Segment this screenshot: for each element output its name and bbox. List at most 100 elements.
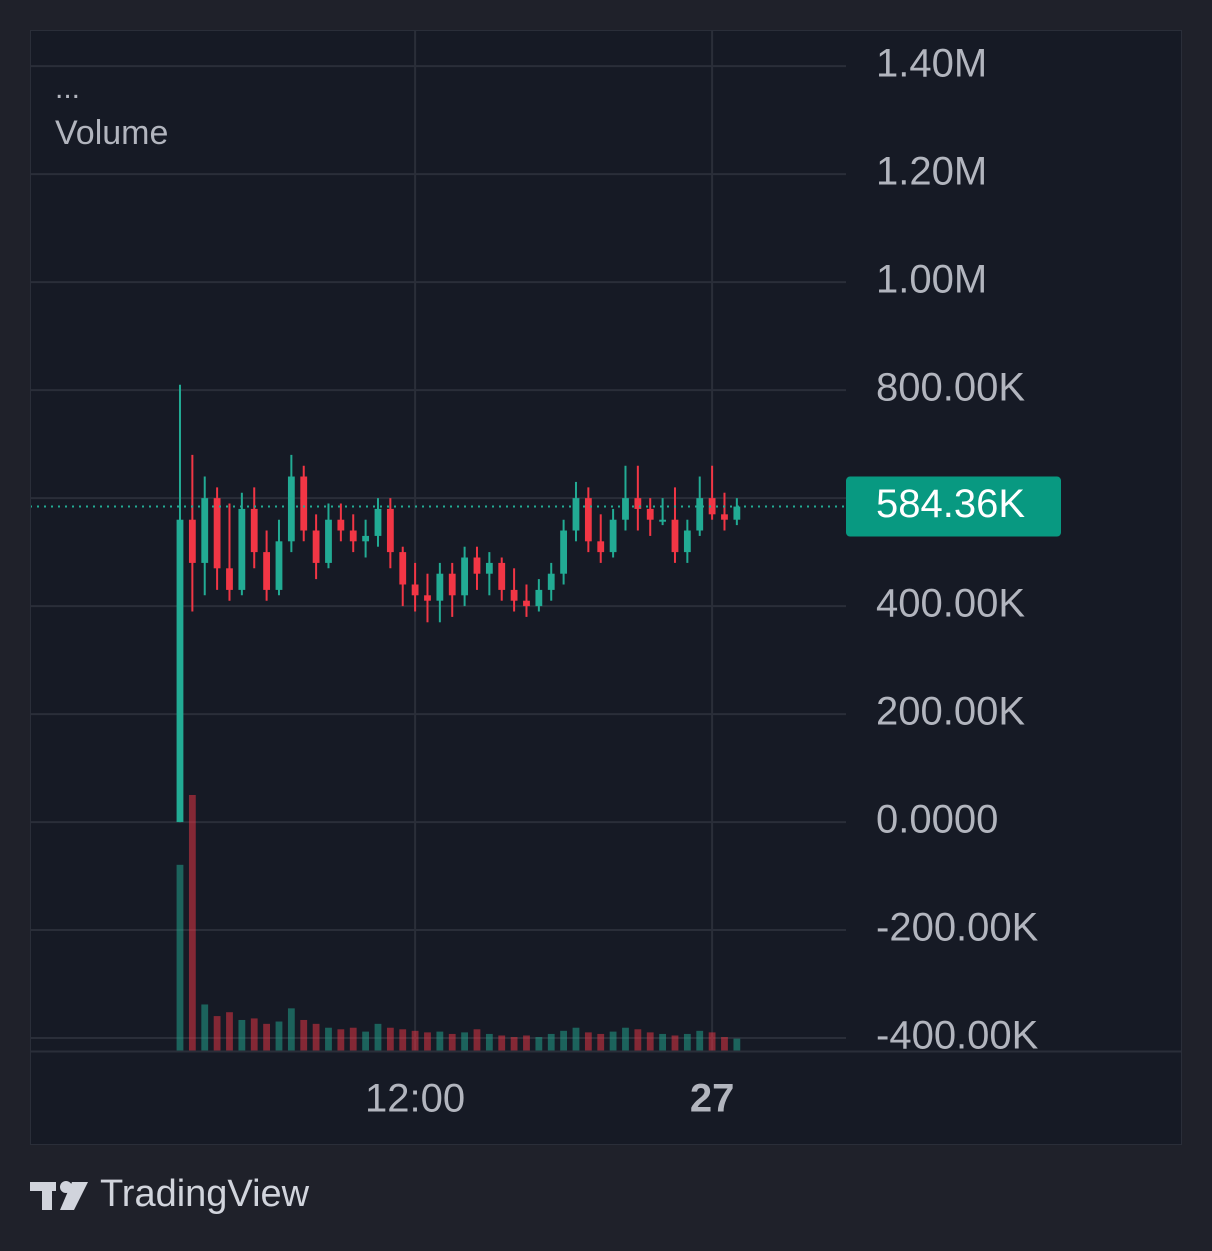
volume-bar [671,1035,679,1051]
candle-body [535,589,543,607]
candle-body [263,552,271,590]
candle-body [238,508,246,590]
volume-bar [325,1027,332,1051]
time-axis: 12:00 27 [365,1077,734,1121]
volume-bar [386,1027,394,1051]
y-tick-label: 1.20M [876,150,987,194]
candle-body [213,498,221,569]
volume-bar [374,1023,382,1051]
candle-body [201,498,209,563]
volume-bar [213,1016,221,1051]
volume-bar [609,1031,617,1051]
candle-body [275,541,283,590]
brand-logo [30,1181,88,1210]
volume-bar [300,1019,308,1051]
candle-body [424,595,431,601]
volume-bar [659,1033,667,1051]
chart-panel [30,30,1182,1145]
y-tick-label: 200.00K [876,690,1025,734]
volume-bar [696,1030,704,1051]
candle-body [325,519,332,563]
volume-bar [733,1038,741,1051]
volume-bar [683,1033,691,1051]
plot-area [31,384,846,1051]
volume-bar [424,1032,431,1051]
volume-bar [362,1031,370,1051]
volume-bar [597,1033,605,1051]
candle-body [436,573,444,601]
candle-body [337,519,345,531]
candle-body [188,519,196,563]
volume-bar [238,1019,246,1051]
y-tick-label: 1.40M [876,42,987,86]
volume-bar [188,795,196,1051]
candle-body [733,506,741,520]
x-tick-label: 27 [690,1077,735,1121]
volume-bar [473,1029,481,1051]
y-tick-label: 800.00K [876,366,1025,410]
candle-body [547,573,555,590]
volume-bar [572,1027,580,1051]
candle-body [708,498,716,515]
brand-name[interactable]: TradingView [100,1173,310,1215]
volume-bar [584,1032,592,1051]
volume-bar [498,1035,506,1051]
volume-bar [436,1031,444,1051]
candle-body [572,498,580,531]
candle-body [485,562,493,574]
volume-bar [634,1029,642,1051]
volume-bar [287,1008,295,1051]
candle-body [696,498,704,531]
volume-bar [226,1012,233,1051]
candle-body [362,535,370,542]
volume-bar [708,1032,716,1051]
candle-body [287,476,295,542]
volume-bar [399,1029,407,1051]
candle-body [312,530,320,563]
volume-bar [547,1033,555,1051]
y-tick-label: 1.00M [876,258,987,302]
candle-body [659,519,667,522]
candle-body [721,514,728,520]
candle-body [683,530,691,553]
candle-body [226,568,233,590]
legend-label: Volume [55,114,168,152]
candle-body [250,508,258,553]
candle-body [523,600,530,607]
price-axis: 1.40M1.20M1.00M800.00K600.00K400.00K200.… [876,42,1039,1058]
volume-bar [312,1023,320,1051]
candle-body [411,584,419,596]
volume-bar [646,1032,654,1051]
volume-bar [263,1023,271,1051]
candle-body [622,498,629,520]
legend-menu[interactable]: ... [55,72,80,105]
candle-body [671,519,679,553]
candle-body [584,498,592,542]
volume-bar [485,1033,493,1051]
candle-body [473,557,481,574]
volume-bar [411,1030,419,1051]
candle-body [609,519,617,553]
y-tick-label: -400.00K [876,1014,1039,1058]
volume-bar [721,1037,728,1051]
last-price-label: 584.36K [876,482,1025,526]
candle-body [597,541,605,553]
volume-bar [349,1027,357,1051]
last-price-box [846,476,1061,537]
volume-bar [250,1018,258,1051]
y-tick-label: 0.0000 [876,798,998,842]
x-tick-label: 12:00 [365,1077,465,1121]
volume-bar [560,1030,568,1051]
volume-bar [337,1029,345,1051]
volume-bar [523,1035,530,1051]
candle-body [646,508,654,520]
candle-body [349,530,357,542]
volume-bar [461,1032,469,1051]
candle-body [374,508,382,536]
candle-body [300,476,308,531]
candle-body [399,552,407,585]
volume-bar [535,1037,543,1051]
candle-body [176,519,184,823]
